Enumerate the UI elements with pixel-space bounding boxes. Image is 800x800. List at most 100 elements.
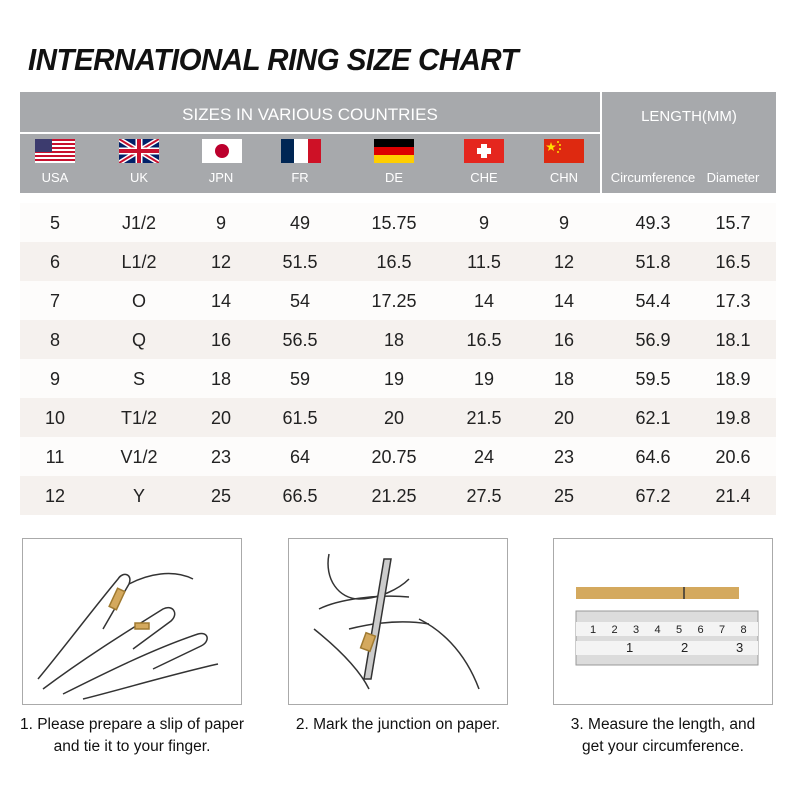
cell-che: 24 [473,447,495,467]
cell-che: 16.5 [466,330,502,350]
step-1-line-1: 1. Please prepare a slip of paper [19,716,245,733]
uk-flag-icon [119,139,159,163]
japan-flag-icon [202,139,242,163]
cell-circumference: 54.4 [635,291,671,311]
cell-circumference: 49.3 [635,213,671,233]
cell-jpn: 20 [210,408,232,428]
cell-diameter: 18.9 [715,369,751,389]
us-flag-icon [35,139,75,163]
table-row: 9 S 18 59 19 19 18 59.5 18.9 [20,359,776,398]
cell-uk: V1/2 [120,447,158,467]
cell-uk: L1/2 [121,252,157,272]
cell-diameter: 21.4 [715,486,751,506]
cell-uk: J1/2 [121,213,157,233]
step-2-caption: 2. Mark the junction on paper. [268,714,528,736]
ruler-cm-label: 6 [698,624,704,636]
ruler-cm-label: 2 [612,624,618,636]
ruler-inch-label: 3 [736,640,743,655]
column-label-usa: USA [41,170,69,185]
ruler-measure-icon: 1 2 3 4 5 6 7 81 2 3 [575,587,759,666]
table-row: 7 O 14 54 17.25 14 14 54.4 17.3 [20,281,776,320]
table-header: SIZES IN VARIOUS COUNTRIES LENGTH(MM) US… [20,92,776,193]
cell-fr: 66.5 [282,486,318,506]
step-1-illustration [22,538,242,705]
ruler-inch-label: 1 [626,640,633,655]
cell-circumference: 67.2 [635,486,671,506]
cell-circumference: 59.5 [635,369,671,389]
cell-jpn: 18 [210,369,232,389]
cell-diameter: 16.5 [715,252,751,272]
cell-jpn: 12 [210,252,232,272]
cell-diameter: 15.7 [715,213,751,233]
cell-diameter: 17.3 [715,291,751,311]
cell-che: 21.5 [466,408,502,428]
cell-usa: 5 [49,213,60,233]
cell-diameter: 20.6 [715,447,751,467]
cell-circumference: 51.8 [635,252,671,272]
cell-circumference: 62.1 [635,408,671,428]
cell-usa: 9 [49,369,60,389]
header-divider [20,132,600,134]
step-1-caption: 1. Please prepare a slip of paper and ti… [2,714,262,758]
header-divider [600,92,602,193]
cell-chn: 9 [558,213,569,233]
column-label-jpn: JPN [208,170,234,185]
cell-de: 17.25 [371,291,417,311]
cell-che: 14 [473,291,495,311]
cell-chn: 14 [553,291,575,311]
table-row: 10 T1/2 20 61.5 20 21.5 20 62.1 19.8 [20,398,776,437]
step-3-line-1: 3. Measure the length, and [570,716,756,733]
cell-de: 20.75 [371,447,417,467]
sizes-heading: SIZES IN VARIOUS COUNTRIES [182,105,438,124]
ruler-inch-label: 2 [681,640,688,655]
cell-chn: 18 [553,369,575,389]
cell-circumference: 64.6 [635,447,671,467]
cell-jpn: 9 [215,213,226,233]
marking-pen-icon [313,553,480,690]
france-flag-icon [281,139,321,163]
cell-che: 9 [478,213,489,233]
cell-uk: Y [132,486,145,506]
cell-fr: 64 [289,447,311,467]
table-row: 5 J1/2 9 49 15.75 9 9 49.3 15.7 [20,203,776,242]
cell-fr: 61.5 [282,408,318,428]
cell-fr: 59 [289,369,311,389]
cell-de: 19 [383,369,405,389]
cell-jpn: 23 [210,447,232,467]
cell-uk: Q [131,330,146,350]
column-label-diameter: Diameter [706,170,760,185]
cell-chn: 23 [553,447,575,467]
cell-che: 19 [473,369,495,389]
cell-fr: 49 [289,213,311,233]
switzerland-flag-icon [464,139,504,163]
length-heading: LENGTH(MM) [641,108,737,125]
table-row: 11 V1/2 23 64 20.75 24 23 64.6 20.6 [20,437,776,476]
cell-usa: 12 [44,486,66,506]
ruler-cm-label: 4 [655,624,661,636]
table-row: 6 L1/2 12 51.5 16.5 11.5 12 51.8 16.5 [20,242,776,281]
cell-fr: 56.5 [282,330,318,350]
cell-uk: O [131,291,146,311]
ruler-cm-label: 5 [676,624,682,636]
table-row: 8 Q 16 56.5 18 16.5 16 56.9 18.1 [20,320,776,359]
column-label-uk: UK [129,170,149,185]
step-3-line-2: get your circumference. [582,738,744,755]
hand-with-paper-icon [37,572,219,700]
cell-jpn: 25 [210,486,232,506]
cell-chn: 25 [553,486,575,506]
cell-circumference: 56.9 [635,330,671,350]
ruler-cm-label: 1 [590,624,596,636]
column-label-circumference: Circumference [610,170,696,185]
germany-flag-icon [374,139,414,163]
cell-chn: 16 [553,330,575,350]
cell-jpn: 14 [210,291,232,311]
ruler-cm-label: 8 [741,624,747,636]
cell-de: 16.5 [376,252,412,272]
cell-usa: 10 [44,408,66,428]
cell-chn: 12 [553,252,575,272]
step-1-line-2: and tie it to your finger. [53,738,211,755]
cell-diameter: 19.8 [715,408,751,428]
column-label-de: DE [384,170,404,185]
ruler-cm-label: 7 [719,624,725,636]
